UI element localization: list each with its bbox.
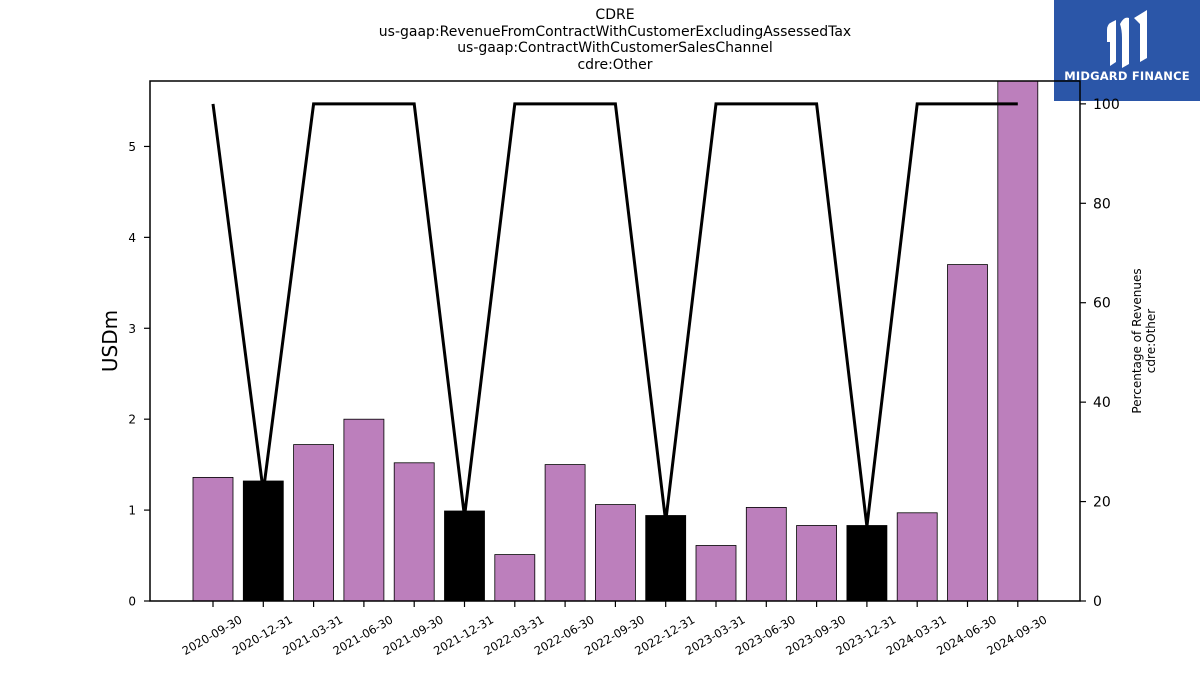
- bar-2022-09-30: [595, 504, 636, 602]
- x-axis-ticks: 2020-09-302020-12-312021-03-312021-06-30…: [180, 601, 1049, 658]
- title-line-3: us-gaap:ContractWithCustomerSalesChannel: [457, 40, 773, 56]
- right-tick-label: 40: [1093, 395, 1111, 411]
- left-tick-label: 2: [128, 413, 136, 427]
- bar-2022-12-31: [645, 515, 687, 602]
- left-tick-label: 4: [128, 231, 136, 245]
- bar-2023-06-30: [745, 506, 787, 602]
- right-y-axis-label-line-2: cdre:Other: [1144, 309, 1158, 373]
- left-tick-label: 3: [128, 322, 136, 336]
- bar-2024-06-30: [947, 264, 988, 602]
- bar-2022-03-31: [494, 554, 536, 602]
- bar-2021-06-30: [343, 418, 385, 602]
- logo-mark-icon: [1107, 10, 1147, 69]
- right-tick-label: 20: [1093, 495, 1111, 511]
- left-tick-label: 1: [128, 504, 136, 518]
- line-layer: [211, 102, 1018, 527]
- title-line-2: us-gaap:RevenueFromContractWithCustomerE…: [378, 23, 852, 40]
- right-axis-ticks: 0 20 40 60 80 100: [1080, 97, 1120, 610]
- bar-2021-03-31: [293, 444, 335, 602]
- right-tick-label: 60: [1093, 296, 1111, 312]
- bar-2024-03-31: [896, 512, 938, 602]
- right-y-axis-label: Percentage of Revenues cdre:Other: [1130, 268, 1158, 413]
- title-line-4: cdre:Other: [577, 56, 653, 73]
- title-line-1: CDRE: [595, 7, 635, 23]
- bar-2020-09-30: [192, 476, 234, 602]
- percentage-line: [211, 102, 1018, 527]
- bars-layer: [192, 80, 1039, 602]
- right-y-axis-label-line-1: Percentage of Revenues: [1130, 268, 1144, 413]
- midgard-finance-logo: MIDGARD FINANCE: [1054, 0, 1200, 101]
- bar-2022-06-30: [544, 464, 586, 602]
- bar-2021-12-31: [444, 510, 485, 602]
- y-axis-label: USDm: [98, 310, 122, 372]
- chart-title: CDRE us-gaap:RevenueFromContractWithCust…: [265, 7, 965, 73]
- right-tick-label: 100: [1093, 97, 1120, 113]
- logo-text: MIDGARD FINANCE: [1064, 69, 1190, 83]
- bar-2023-09-30: [796, 525, 837, 602]
- left-tick-label: 0: [128, 595, 136, 609]
- bar-2024-09-30: [997, 80, 1039, 602]
- right-tick-label: 80: [1093, 196, 1111, 212]
- left-tick-label: 5: [128, 140, 136, 154]
- right-tick-label: 0: [1093, 594, 1102, 610]
- bar-2021-09-30: [393, 462, 435, 602]
- bar-2023-12-31: [846, 525, 888, 602]
- bar-2023-03-31: [695, 545, 737, 602]
- bar-2020-12-31: [242, 480, 284, 602]
- left-axis-ticks: 0 1 2 3 4 5: [128, 140, 150, 609]
